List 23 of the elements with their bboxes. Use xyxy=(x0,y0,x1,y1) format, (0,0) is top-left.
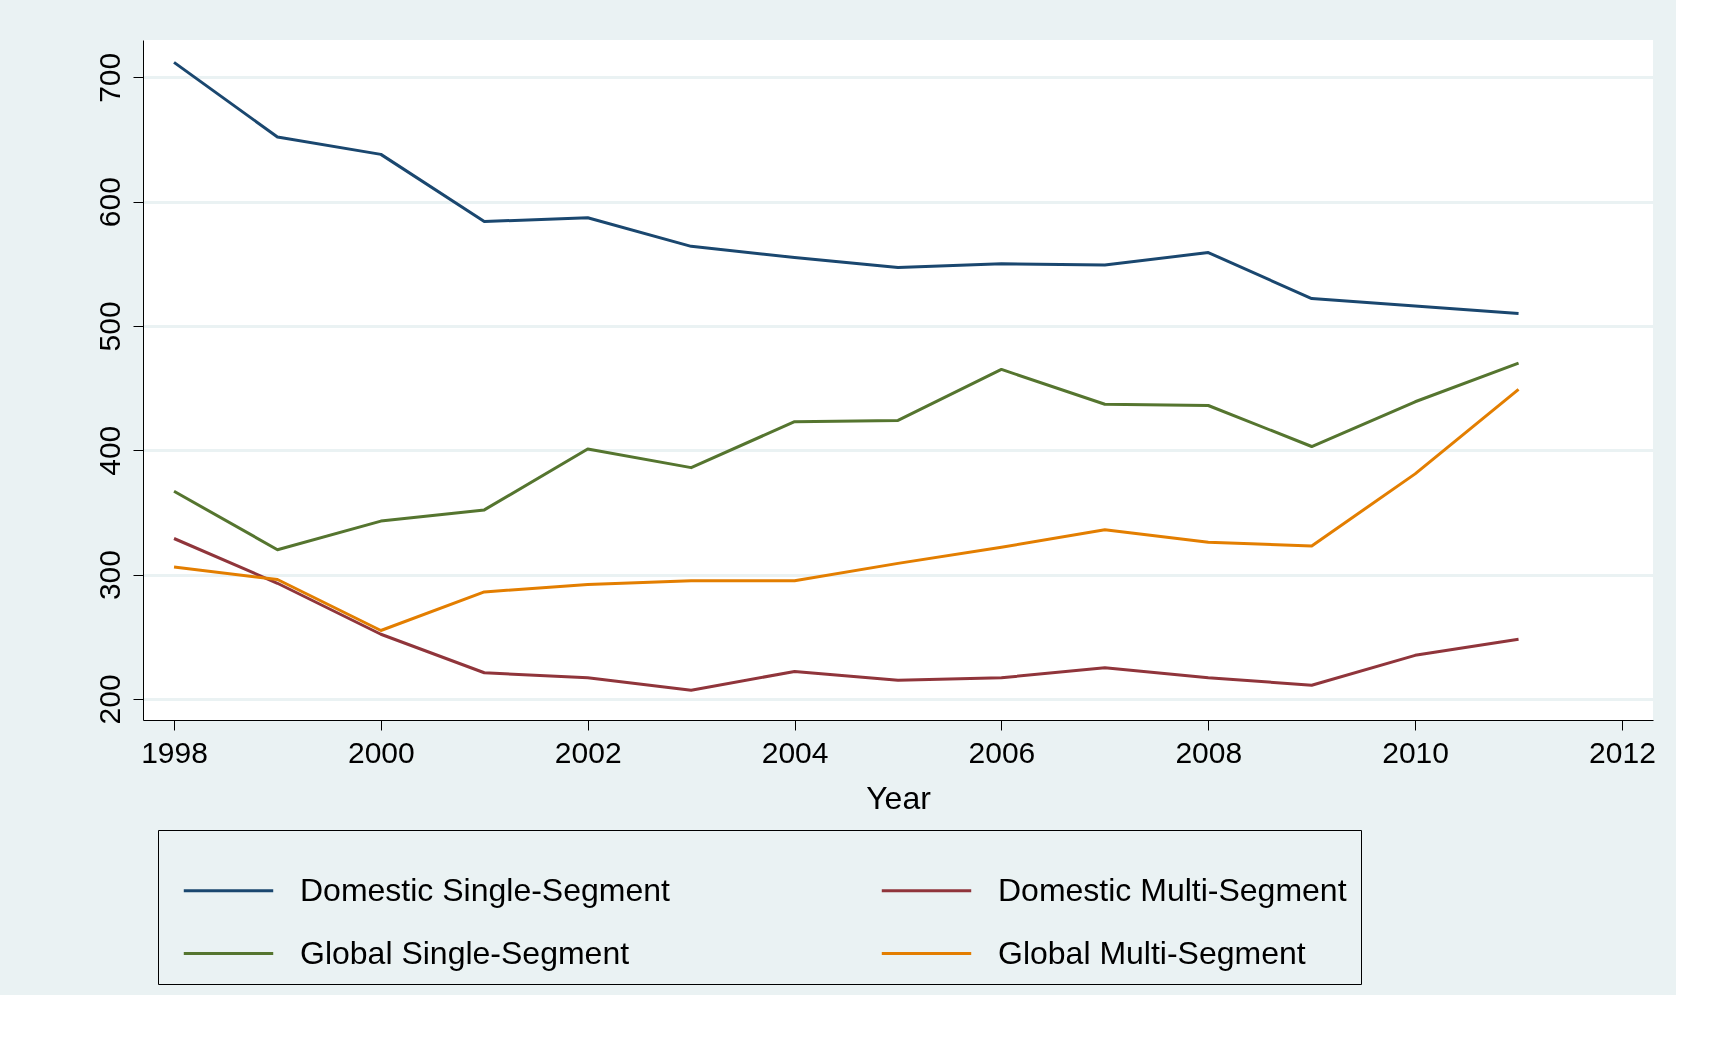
x-tick-label: 2004 xyxy=(761,735,829,769)
legend-label: Domestic Multi-Segment xyxy=(998,871,1347,908)
legend-label: Global Single-Segment xyxy=(300,934,630,971)
line-series xyxy=(172,387,1521,632)
y-tick-label: 700 xyxy=(92,52,126,103)
x-tick-label: 2002 xyxy=(554,735,622,769)
x-tick-label: 2012 xyxy=(1589,735,1656,769)
y-tick-label: 400 xyxy=(92,425,126,476)
y-tick-label: 300 xyxy=(92,550,126,601)
y-tick-label: 200 xyxy=(92,674,126,725)
x-tick-label: 2006 xyxy=(968,735,1036,769)
y-tick-label: 600 xyxy=(92,177,126,228)
y-tick-label: 500 xyxy=(92,301,126,352)
x-tick-label: 2010 xyxy=(1382,735,1449,769)
x-tick-label: 1998 xyxy=(141,735,208,769)
legend-label: Global Multi-Segment xyxy=(998,934,1306,971)
x-tick-label: 2000 xyxy=(348,735,415,769)
legend-label: Domestic Single-Segment xyxy=(300,871,671,908)
line-series xyxy=(172,361,1521,552)
line-series xyxy=(172,60,1521,315)
x-tick-label: 2008 xyxy=(1175,735,1243,769)
line-series xyxy=(172,537,1521,692)
x-axis-title: Year xyxy=(866,779,932,816)
